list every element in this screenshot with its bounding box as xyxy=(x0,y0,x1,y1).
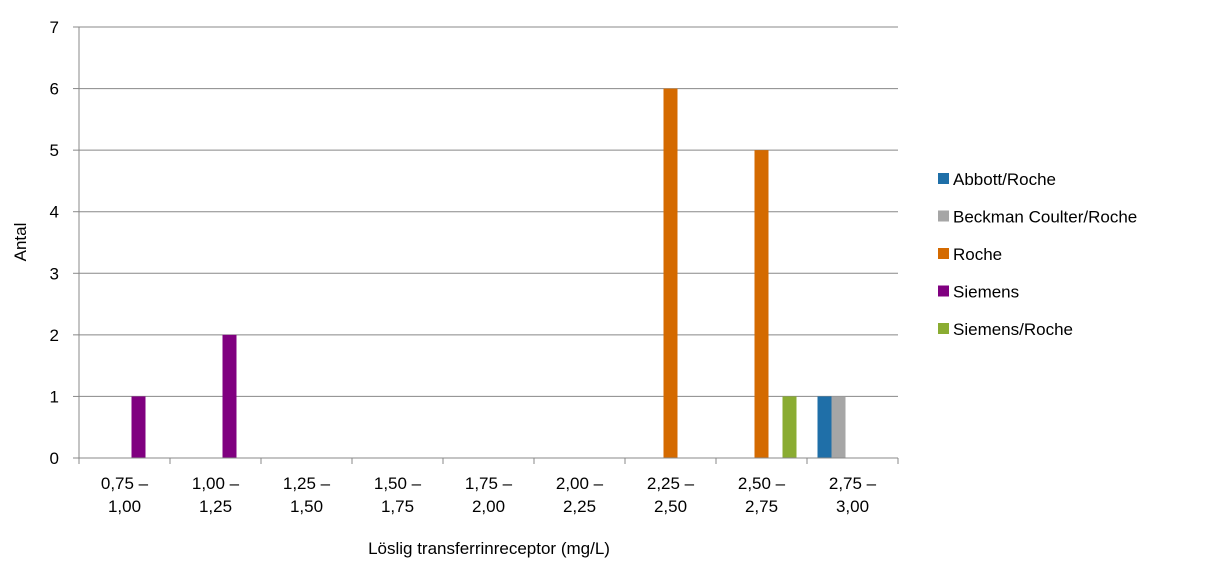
gridlines xyxy=(79,26,898,397)
x-tick-label: 2,50 xyxy=(654,497,687,516)
x-tick-label: 2,75 xyxy=(745,497,778,516)
legend-swatch xyxy=(938,285,949,297)
legend-label: Beckman Coulter/Roche xyxy=(953,208,1137,227)
y-axis-title: Antal xyxy=(11,223,30,262)
legend-swatch xyxy=(938,210,949,222)
legend-label: Abbott/Roche xyxy=(953,170,1056,189)
y-tick-label: 5 xyxy=(50,141,59,160)
bar-beckman-coulter-roche xyxy=(831,396,846,458)
x-tick-label: 2,25 – xyxy=(647,474,695,493)
legend: Abbott/Roche Beckman Coulter/Roche Roche Si… xyxy=(938,170,1137,339)
x-tick-label: 1,50 – xyxy=(374,474,422,493)
bar-roche xyxy=(754,150,769,458)
y-tick-label: 0 xyxy=(50,449,59,468)
bar-siemens xyxy=(222,334,237,458)
y-tick-label: 1 xyxy=(50,387,59,406)
y-tick-label: 6 xyxy=(50,80,59,99)
bar-abbott-roche xyxy=(817,396,832,458)
y-tick-label: 7 xyxy=(50,18,59,37)
x-tick-label: 3,00 xyxy=(836,497,869,516)
x-tick-label: 1,75 – xyxy=(465,474,513,493)
x-axis-title: Löslig transferrinreceptor (mg/L) xyxy=(368,539,610,558)
x-tick-label: 2,00 – xyxy=(556,474,604,493)
y-tick-label: 2 xyxy=(50,326,59,345)
axes xyxy=(73,26,899,464)
bar-roche xyxy=(663,88,678,459)
legend-swatch xyxy=(938,173,949,184)
legend-swatch xyxy=(938,323,949,334)
legend-label: Siemens/Roche xyxy=(953,320,1073,339)
x-tick-label: 2,00 xyxy=(472,497,505,516)
x-tick-label: 2,50 – xyxy=(738,474,786,493)
bar-siemens-roche xyxy=(782,396,797,458)
x-tick-label: 0,75 – xyxy=(101,474,149,493)
bars xyxy=(131,88,846,459)
legend-label: Roche xyxy=(953,245,1002,264)
x-tick-label: 1,25 – xyxy=(283,474,331,493)
x-tick-label: 2,75 – xyxy=(829,474,877,493)
bar-siemens xyxy=(131,396,146,458)
y-tick-label: 4 xyxy=(50,203,59,222)
legend-label: Siemens xyxy=(953,283,1019,302)
y-tick-labels: 0 1 2 3 4 5 6 7 xyxy=(50,18,59,468)
x-tick-label: 2,25 xyxy=(563,497,596,516)
x-tick-label: 1,00 xyxy=(108,497,141,516)
x-tick-label: 1,00 – xyxy=(192,474,240,493)
y-tick-label: 3 xyxy=(50,264,59,283)
x-tick-label: 1,50 xyxy=(290,497,323,516)
x-tick-label: 1,75 xyxy=(381,497,414,516)
x-tick-labels: 0,75 – 1,00 1,00 – 1,25 1,25 – 1,50 1,50 – 1,75… xyxy=(101,474,877,516)
x-tick-label: 1,25 xyxy=(199,497,232,516)
legend-swatch xyxy=(938,248,949,259)
